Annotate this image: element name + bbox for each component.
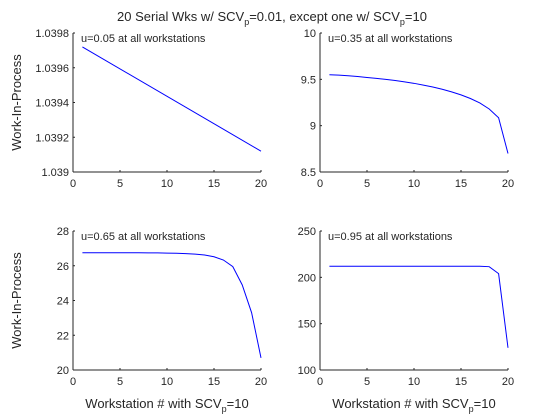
x-tick-label: 10 xyxy=(408,376,420,388)
x-tick-label: 15 xyxy=(208,178,220,190)
x-tick-label: 15 xyxy=(208,376,220,388)
x-tick-label: 15 xyxy=(455,178,467,190)
y-tick-label: 22 xyxy=(57,330,69,342)
x-tick-label: 20 xyxy=(502,376,514,388)
y-tick-label: 250 xyxy=(298,226,316,238)
panel-annotation: u=0.05 at all workstations xyxy=(81,33,206,45)
panel-bottom-right: 0 5 10 15 20 100 150 200 250 u=0.95 at all workst… xyxy=(298,226,514,414)
x-axis-label: Workstation # with SCVp=10 xyxy=(85,396,248,414)
y-tick-label: 100 xyxy=(298,365,316,377)
series-line xyxy=(82,253,261,358)
x-tick-label: 5 xyxy=(117,376,123,388)
x-tick-label: 5 xyxy=(117,178,123,190)
x-tick-label: 0 xyxy=(317,178,323,190)
y-axis-label: Work-In-Process xyxy=(9,252,24,349)
x-tick-label: 15 xyxy=(455,376,467,388)
y-tick-label: 1.0398 xyxy=(35,28,69,40)
y-tick-label: 26 xyxy=(57,261,69,273)
x-tick-label: 10 xyxy=(161,178,173,190)
figure-title: 20 Serial Wks w/ SCVp=0.01, except one w… xyxy=(117,9,427,27)
series-line xyxy=(82,47,261,151)
x-tick-label: 5 xyxy=(364,376,370,388)
x-tick-label: 10 xyxy=(161,376,173,388)
x-tick-label: 20 xyxy=(502,178,514,190)
y-tick-label: 10 xyxy=(304,28,316,40)
x-tick-label: 20 xyxy=(255,178,267,190)
panel-annotation: u=0.35 at all workstations xyxy=(328,33,453,45)
x-tick-label: 10 xyxy=(408,178,420,190)
x-tick-label: 0 xyxy=(70,376,76,388)
y-tick-label: 1.0394 xyxy=(35,98,69,110)
y-tick-label: 1.039 xyxy=(41,167,69,179)
y-tick-label: 24 xyxy=(57,296,69,308)
y-tick-label: 8.5 xyxy=(301,167,316,179)
y-tick-label: 1.0396 xyxy=(35,63,69,75)
x-tick-label: 20 xyxy=(255,376,267,388)
panel-annotation: u=0.95 at all workstations xyxy=(328,231,453,243)
series-line xyxy=(329,266,508,348)
x-axis-label: Workstation # with SCVp=10 xyxy=(332,396,495,414)
panel-top-right: 0 5 10 15 20 8.5 9 9.5 10 u=0.35 at all workstati… xyxy=(301,28,514,190)
panel-bottom-left: 0 5 10 15 20 20 22 24 26 28 u=0.65 at all workstat… xyxy=(9,226,267,414)
panel-annotation: u=0.65 at all workstations xyxy=(81,231,206,243)
y-tick-label: 150 xyxy=(298,319,316,331)
y-tick-label: 200 xyxy=(298,272,316,284)
y-tick-label: 28 xyxy=(57,226,69,238)
x-tick-label: 5 xyxy=(364,178,370,190)
x-tick-label: 0 xyxy=(70,178,76,190)
y-axis-label: Work-In-Process xyxy=(9,54,24,151)
y-tick-label: 9.5 xyxy=(301,74,316,86)
y-tick-label: 9 xyxy=(310,121,316,133)
y-tick-label: 20 xyxy=(57,365,69,377)
panel-top-left: 0 5 10 15 20 1.039 1.0392 1.0394 1.0396 1.0398 u=0… xyxy=(9,28,267,190)
x-tick-label: 0 xyxy=(317,376,323,388)
series-line xyxy=(329,75,508,154)
y-tick-label: 1.0392 xyxy=(35,132,69,144)
